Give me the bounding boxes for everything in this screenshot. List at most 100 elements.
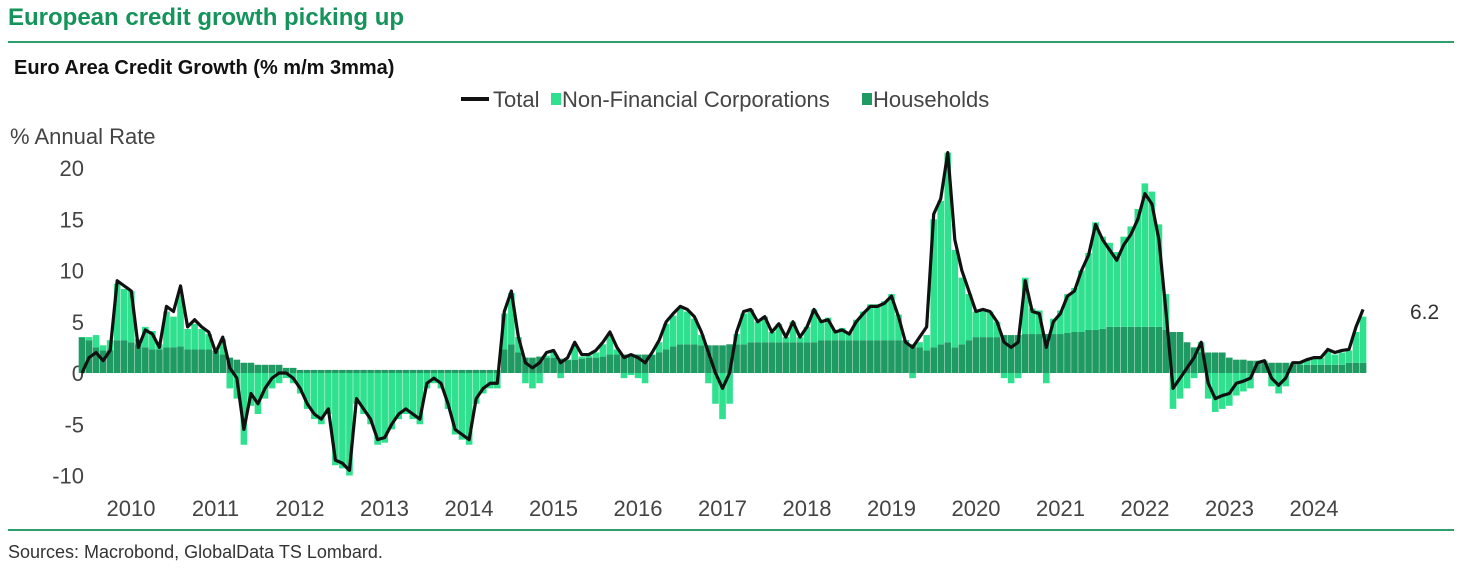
nfc-bar <box>1113 252 1120 327</box>
nfc-bar <box>578 356 586 359</box>
nfc-bar <box>1331 354 1339 365</box>
nfc-bar <box>444 373 452 409</box>
nfc-bar <box>191 323 198 350</box>
households-bar <box>1028 334 1036 373</box>
x-tick-label: 2024 <box>1290 496 1339 521</box>
households-bar <box>191 349 198 373</box>
households-bar <box>409 369 417 373</box>
households-bar <box>705 345 712 373</box>
nfc-bar <box>99 345 107 351</box>
nfc-bar <box>1148 191 1156 327</box>
nfc-bar <box>923 335 930 351</box>
nfc-bar <box>684 311 691 345</box>
nfc-bar <box>803 326 811 343</box>
nfc-bar <box>78 337 86 338</box>
nfc-bar <box>388 373 395 430</box>
nfc-bar <box>1106 242 1113 327</box>
households-bar <box>669 346 677 373</box>
households-bar <box>339 369 346 373</box>
households-bar <box>458 369 466 373</box>
source-note: Sources: Macrobond, GlobalData TS Lombar… <box>8 542 383 562</box>
households-bar <box>564 359 571 374</box>
top-rule <box>8 41 1454 43</box>
nfc-bar <box>275 373 283 384</box>
households-bar <box>761 342 769 373</box>
nfc-bar <box>1169 373 1177 409</box>
households-bar <box>486 369 494 373</box>
nfc-bar <box>1310 357 1318 365</box>
nfc-bar <box>437 373 445 389</box>
households-bar <box>120 340 128 373</box>
nfc-bar <box>761 316 769 343</box>
households-bar <box>648 354 656 373</box>
households-bar <box>367 369 374 373</box>
nfc-bar <box>458 373 466 440</box>
nfc-bar <box>1303 359 1311 365</box>
nfc-bar <box>662 323 670 350</box>
nfc-bar <box>1043 373 1050 384</box>
households-bar <box>543 357 550 374</box>
households-bar <box>803 342 811 373</box>
nfc-bar <box>402 373 410 414</box>
households-bar <box>395 369 403 373</box>
nfc-bar <box>550 352 557 358</box>
households-bar <box>719 345 726 373</box>
nfc-bar <box>881 301 888 341</box>
households-bar <box>860 340 867 373</box>
y-tick-label: 10 <box>60 259 84 284</box>
nfc-bar <box>367 373 374 425</box>
nfc-bar <box>170 316 177 348</box>
households-bar <box>1169 332 1177 373</box>
nfc-bar <box>543 355 550 358</box>
nfc-bar <box>972 311 980 338</box>
nfc-bar <box>205 334 212 350</box>
nfc-bar <box>1092 222 1099 330</box>
households-bar <box>1014 335 1022 373</box>
households-bar <box>747 342 754 373</box>
households-bar <box>881 340 888 373</box>
nfc-bar <box>240 373 248 445</box>
nfc-bar <box>332 373 339 466</box>
households-bar <box>92 347 100 374</box>
nfc-bar <box>1190 373 1198 379</box>
households-bar <box>578 358 586 373</box>
households-bars <box>78 326 1367 374</box>
households-bar <box>1085 329 1092 373</box>
nfc-bar <box>142 326 149 348</box>
households-bar <box>1092 329 1099 373</box>
nfc-bar <box>1085 253 1092 330</box>
households-bar <box>479 369 487 373</box>
nfc-bar <box>127 291 135 343</box>
end-value-label: 6.2 <box>1410 301 1439 324</box>
households-bar <box>113 340 121 373</box>
nfc-bar <box>92 335 100 348</box>
nfc-bar <box>508 293 515 345</box>
nfc-bar <box>691 318 698 345</box>
nfc-bar <box>416 373 424 425</box>
nfc-bar <box>85 337 93 341</box>
households-bar <box>1247 360 1254 373</box>
x-tick-label: 2017 <box>698 496 747 521</box>
households-bar <box>360 369 367 373</box>
households-bar <box>332 369 339 373</box>
households-bar <box>1176 332 1184 373</box>
households-bar <box>867 340 874 373</box>
households-bar <box>296 369 304 373</box>
households-bar <box>599 356 607 373</box>
x-tick-label: 2011 <box>192 496 239 521</box>
nfc-bar <box>965 294 973 341</box>
households-bar <box>184 349 191 373</box>
households-bar <box>817 340 825 373</box>
nfc-bar <box>817 319 825 341</box>
nfc-bar <box>1057 310 1064 335</box>
chart-title: Euro Area Credit Growth (% m/m 3mma) <box>14 57 395 79</box>
households-bar <box>1113 326 1120 374</box>
households-bar <box>1303 364 1311 373</box>
nfc-bar <box>838 327 846 341</box>
households-bar <box>754 342 762 373</box>
y-tick-label: 20 <box>60 156 84 181</box>
nfc-bar <box>1324 351 1332 365</box>
households-bar <box>888 340 895 373</box>
households-bar <box>1071 332 1078 373</box>
